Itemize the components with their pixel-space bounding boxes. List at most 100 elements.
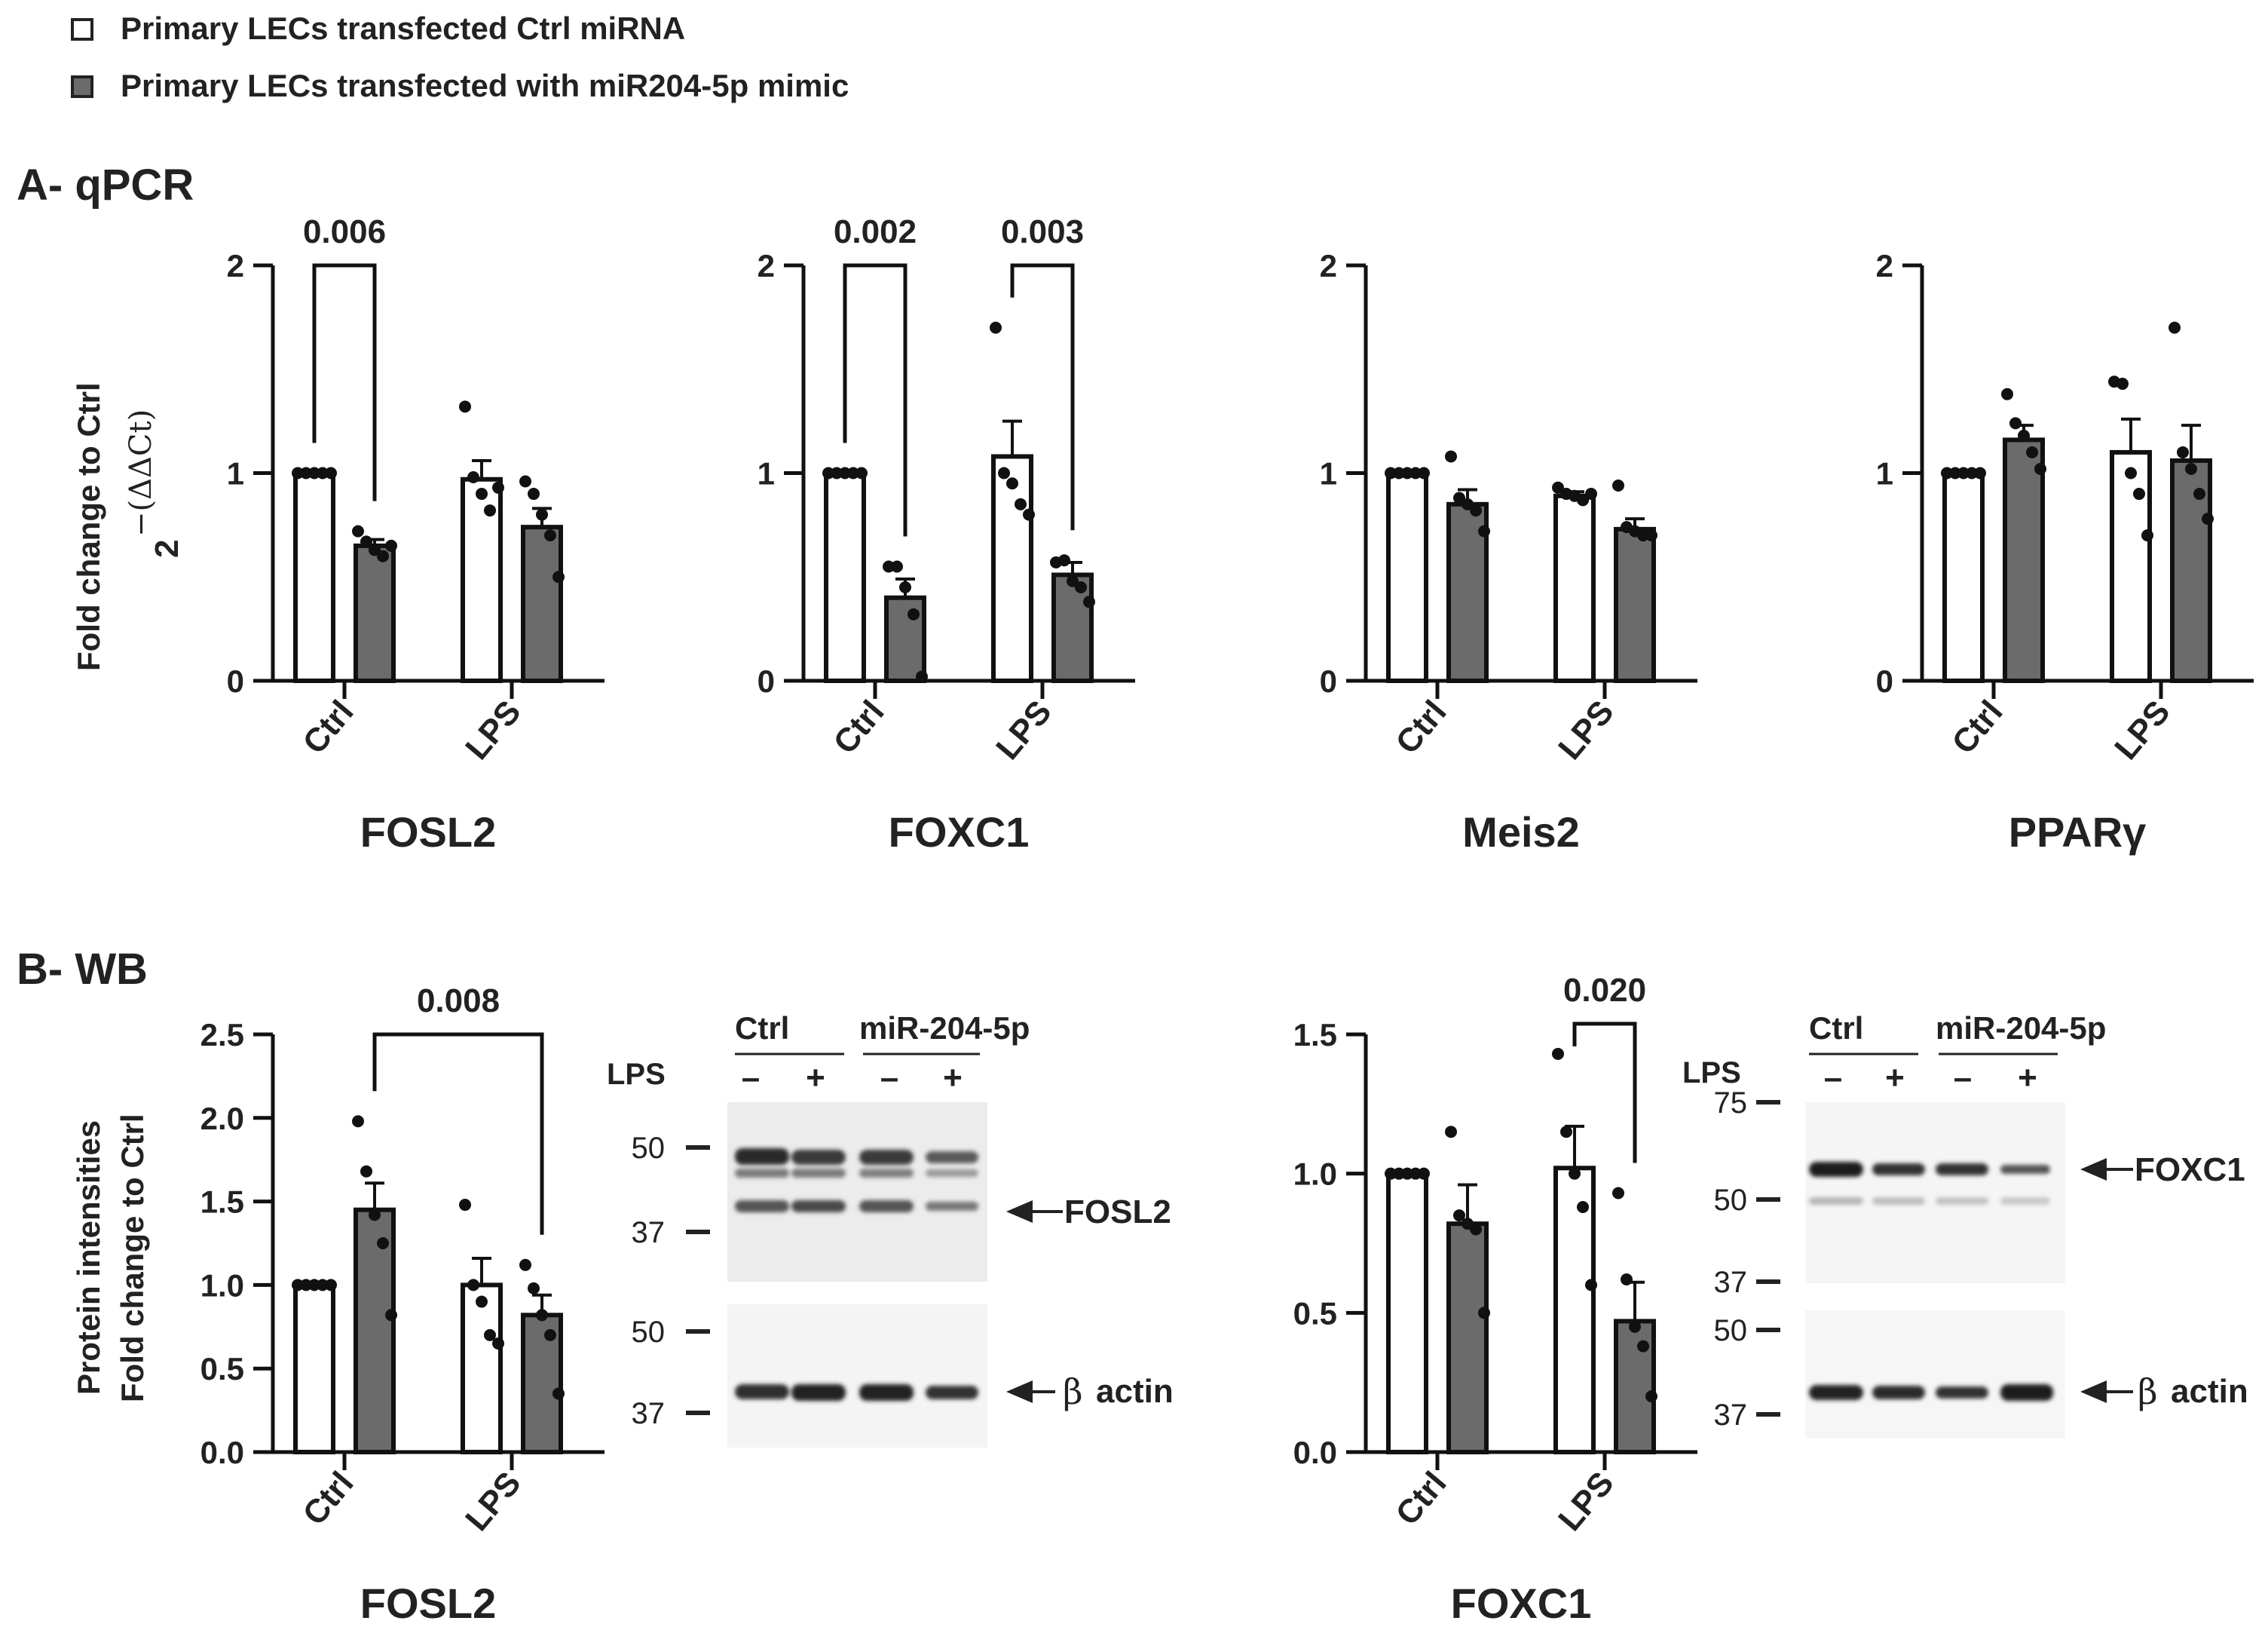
data-point (1949, 467, 1961, 480)
data-point (1645, 1390, 1657, 1403)
blot1-arrow-actin: β actin (1006, 1371, 1174, 1412)
blot2-header-mimic: miR-204-5p (1936, 1010, 2106, 1046)
data-point (822, 467, 834, 480)
blot1-band (791, 1200, 846, 1212)
blot2-top-membrane (1805, 1102, 2065, 1283)
data-point (552, 571, 565, 584)
data-point (899, 581, 911, 594)
data-point (831, 467, 843, 480)
data-point (492, 1337, 504, 1350)
blot1-actin-band (926, 1386, 978, 1399)
western-blot-fosl2: Ctrl miR-204-5p LPS – + – + 50 37 (607, 1010, 1174, 1448)
data-point (1453, 492, 1465, 504)
data-point (1637, 1340, 1649, 1353)
data-point (847, 467, 859, 480)
bar (991, 454, 1033, 684)
data-point (1409, 1167, 1422, 1180)
y-tick-label: 2 (1320, 248, 1337, 283)
blot2-arrow-actin: β actin (2080, 1371, 2248, 1412)
bar (884, 595, 926, 683)
blot2-actin-band (2000, 1384, 2053, 1401)
x-tick-label: Ctrl (295, 694, 360, 761)
y-tick-label: 0 (227, 663, 244, 699)
data-point (2026, 446, 2038, 458)
panel-b-title: B- WB (17, 945, 148, 994)
significance-bracket (843, 263, 908, 537)
data-point (1957, 467, 1970, 480)
data-point (1461, 498, 1474, 510)
legend-label-mimic: Primary LECs transfected with miR204-5p … (121, 68, 849, 103)
bar (521, 525, 563, 683)
bar (1386, 1171, 1428, 1454)
data-point (484, 1328, 496, 1341)
p-value-label: 0.020 (1563, 972, 1646, 1009)
p-value-label: 0.002 (834, 213, 917, 250)
blot1-band (791, 1150, 846, 1165)
data-point (1585, 1279, 1597, 1291)
legend-swatch-ctrl (71, 18, 93, 41)
data-point (2141, 529, 2153, 542)
data-point (317, 467, 329, 480)
data-point (2202, 513, 2214, 525)
y-tick-label: 1 (758, 456, 775, 492)
blot2-bottom-membrane (1805, 1310, 2065, 1439)
y-tick-label: 1.0 (1293, 1157, 1337, 1192)
chart-foxc1-qpcr: 0 1 2 Ctrl LPS FOXC1 0.002 0.003 (758, 213, 1135, 856)
blot1-top-membrane (727, 1102, 987, 1282)
bar (1553, 493, 1596, 683)
panel-b-ylabel-line1: Protein intensities (71, 1120, 106, 1395)
data-point (1445, 450, 1457, 463)
data-point (916, 670, 928, 683)
data-point (536, 508, 548, 521)
data-point (990, 321, 1002, 334)
data-point (908, 608, 920, 620)
blot2-beta-symbol: β (2138, 1371, 2158, 1412)
blot1-band (791, 1169, 846, 1178)
data-point (1560, 1126, 1572, 1138)
blot1-lane3-sign: – (880, 1059, 898, 1096)
data-point (1393, 1167, 1405, 1180)
y-tick-label: 0.0 (1293, 1435, 1337, 1470)
y-tick-label: 1 (227, 456, 244, 492)
data-point (1577, 1200, 1589, 1213)
data-point (2193, 488, 2205, 501)
blot1-arrow-target: FOSL2 (1006, 1193, 1171, 1230)
data-point (2001, 388, 2013, 400)
data-point (1445, 1126, 1457, 1138)
data-point (1478, 525, 1490, 538)
data-point (300, 467, 312, 480)
blot1-beta-symbol: β (1063, 1371, 1083, 1412)
blot2-actin-marker-50: 50 (1714, 1314, 1748, 1347)
bar (293, 470, 335, 683)
blot2-top-bands (1809, 1162, 2050, 1205)
blot1-actin-marker-37: 37 (632, 1397, 666, 1430)
blot1-band (735, 1148, 789, 1165)
data-point (1621, 1273, 1633, 1286)
data-point (459, 1199, 471, 1212)
panel-a-title: A- qPCR (17, 161, 194, 210)
chart-fosl2-wb: 0.0 0.5 1.0 1.5 2.0 2.5 Ctrl LPS FOSL2 0.008 (200, 982, 604, 1627)
x-tick-label: LPS (458, 694, 528, 767)
x-tick-label: Ctrl (826, 694, 891, 761)
data-point (2169, 321, 2181, 334)
data-point (492, 481, 504, 494)
y-tick-label: 0.5 (200, 1351, 244, 1386)
y-tick-label: 0.5 (1293, 1295, 1337, 1331)
blot2-target-label: FOXC1 (2135, 1151, 2245, 1188)
data-point (2133, 488, 2145, 501)
data-point (300, 1279, 312, 1291)
data-point (292, 467, 304, 480)
y-tick-label: 2 (758, 248, 775, 283)
x-tick-label: LPS (989, 694, 1059, 767)
data-point (467, 1279, 479, 1291)
data-point (385, 1309, 397, 1322)
y-tick-label: 1.5 (200, 1184, 244, 1220)
data-point (1470, 504, 1482, 517)
arrow-head-icon (2080, 1380, 2107, 1403)
data-point (528, 488, 540, 501)
panel-a-ylabel: Fold change to Ctrl 2 −(ΔΔCt) (71, 382, 185, 671)
blot2-actin-bands (1809, 1384, 2053, 1401)
data-point (308, 467, 320, 480)
data-point (1015, 498, 1027, 510)
